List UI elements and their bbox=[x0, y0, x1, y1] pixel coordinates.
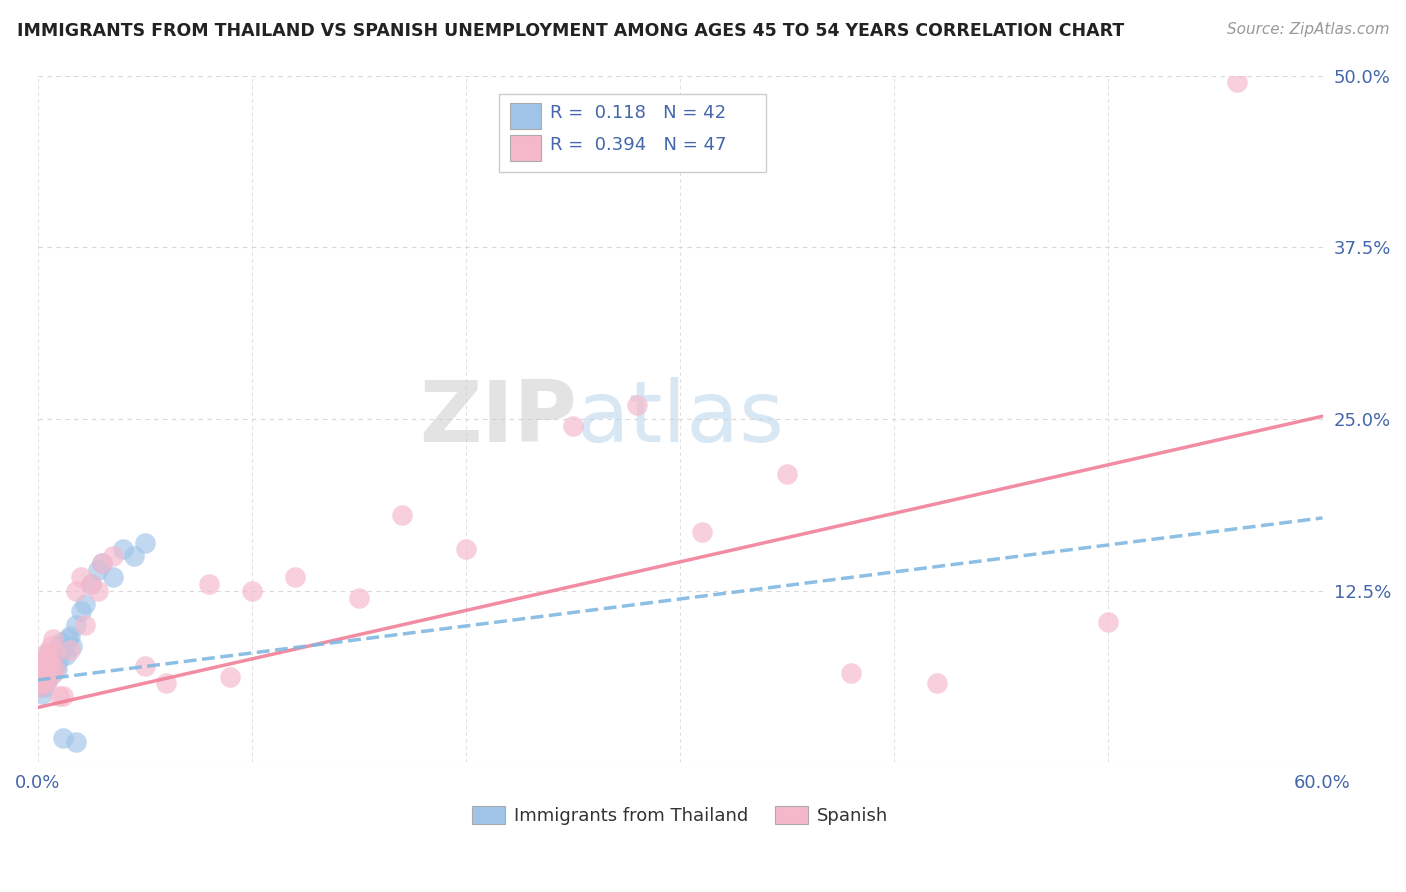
Point bbox=[28, 673, 51, 687]
Point bbox=[44, 662, 66, 676]
Point bbox=[90, 556, 112, 570]
Point bbox=[32, 666, 55, 681]
Point bbox=[391, 508, 413, 523]
Point bbox=[86, 583, 108, 598]
Point bbox=[31, 675, 53, 690]
Point bbox=[80, 577, 103, 591]
Point bbox=[1226, 75, 1249, 89]
Point bbox=[73, 618, 96, 632]
Point bbox=[46, 646, 69, 660]
Point bbox=[48, 652, 70, 666]
Point bbox=[86, 563, 108, 577]
Point bbox=[31, 687, 53, 701]
Point bbox=[60, 639, 83, 653]
Point bbox=[65, 735, 87, 749]
Point bbox=[37, 652, 59, 666]
Text: ZIP: ZIP bbox=[419, 377, 578, 460]
Point bbox=[32, 673, 55, 687]
Point bbox=[46, 662, 69, 676]
Text: Source: ZipAtlas.com: Source: ZipAtlas.com bbox=[1226, 22, 1389, 37]
Point bbox=[28, 680, 51, 694]
Point bbox=[69, 604, 91, 618]
Point bbox=[35, 646, 58, 660]
Point bbox=[35, 675, 58, 690]
Point bbox=[1097, 615, 1119, 630]
Point bbox=[925, 675, 948, 690]
Point bbox=[65, 583, 87, 598]
Point bbox=[41, 666, 63, 681]
Point bbox=[80, 577, 103, 591]
Point bbox=[134, 659, 156, 673]
Point bbox=[31, 675, 53, 690]
Point bbox=[65, 618, 87, 632]
Point bbox=[59, 642, 82, 657]
Point bbox=[39, 652, 62, 666]
Point bbox=[626, 398, 648, 412]
Point bbox=[35, 659, 58, 673]
Text: atlas: atlas bbox=[578, 377, 786, 460]
Point bbox=[219, 670, 242, 684]
Point bbox=[32, 675, 55, 690]
Point bbox=[35, 652, 58, 666]
Point bbox=[776, 467, 799, 481]
Point bbox=[35, 662, 58, 676]
Point bbox=[240, 583, 263, 598]
Point bbox=[198, 577, 221, 591]
Point bbox=[101, 549, 124, 564]
Point bbox=[55, 648, 77, 663]
Point bbox=[155, 675, 177, 690]
Point bbox=[73, 598, 96, 612]
Point bbox=[90, 556, 112, 570]
Point bbox=[28, 680, 51, 694]
Text: R =  0.394   N = 47: R = 0.394 N = 47 bbox=[550, 136, 727, 154]
Point bbox=[52, 642, 75, 657]
Point bbox=[39, 662, 62, 676]
Point bbox=[32, 657, 55, 671]
Point bbox=[69, 570, 91, 584]
Point bbox=[44, 659, 66, 673]
Point bbox=[37, 669, 59, 683]
Text: IMMIGRANTS FROM THAILAND VS SPANISH UNEMPLOYMENT AMONG AGES 45 TO 54 YEARS CORRE: IMMIGRANTS FROM THAILAND VS SPANISH UNEM… bbox=[17, 22, 1125, 40]
Point bbox=[59, 629, 82, 643]
Point bbox=[37, 673, 59, 687]
Point bbox=[39, 657, 62, 671]
Point bbox=[51, 634, 73, 648]
Point bbox=[39, 639, 62, 653]
Point bbox=[134, 535, 156, 549]
Point bbox=[454, 542, 477, 557]
Point bbox=[101, 570, 124, 584]
Point bbox=[56, 632, 79, 646]
Point bbox=[32, 662, 55, 676]
Point bbox=[37, 646, 59, 660]
Point bbox=[841, 666, 863, 681]
Point bbox=[41, 632, 63, 646]
Point bbox=[48, 690, 70, 704]
Point bbox=[562, 418, 585, 433]
Point bbox=[31, 666, 53, 681]
Point bbox=[284, 570, 307, 584]
Point bbox=[37, 659, 59, 673]
Point bbox=[48, 639, 70, 653]
Point bbox=[52, 690, 75, 704]
Point bbox=[32, 680, 55, 694]
Text: R =  0.118   N = 42: R = 0.118 N = 42 bbox=[550, 104, 725, 122]
Point bbox=[44, 648, 66, 663]
Point bbox=[690, 524, 713, 539]
Point bbox=[31, 670, 53, 684]
Point bbox=[35, 670, 58, 684]
Point bbox=[28, 662, 51, 676]
Point bbox=[347, 591, 370, 605]
Point bbox=[122, 549, 145, 564]
Point bbox=[37, 648, 59, 663]
Point bbox=[52, 731, 75, 745]
Point bbox=[112, 542, 135, 557]
Legend: Immigrants from Thailand, Spanish: Immigrants from Thailand, Spanish bbox=[465, 798, 896, 832]
Point bbox=[44, 646, 66, 660]
Point bbox=[41, 666, 63, 681]
Point bbox=[41, 657, 63, 671]
Point bbox=[31, 657, 53, 671]
